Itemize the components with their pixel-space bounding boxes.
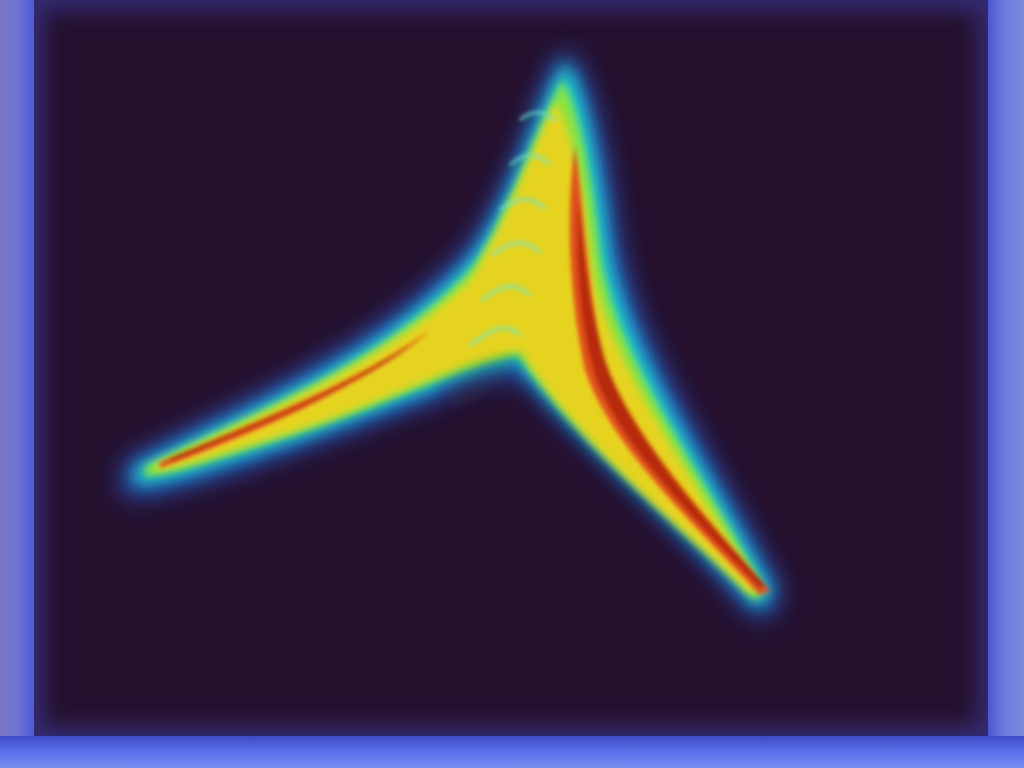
frame-left-border — [0, 0, 34, 768]
heat-band-left — [160, 330, 430, 468]
apex-notch — [440, 360, 520, 410]
glow-layer-yellow — [155, 102, 758, 594]
frame-bottom-border — [0, 736, 1024, 768]
frame-right-border — [988, 0, 1024, 768]
ridge-lines — [469, 111, 557, 347]
heat-band-right — [569, 145, 770, 595]
